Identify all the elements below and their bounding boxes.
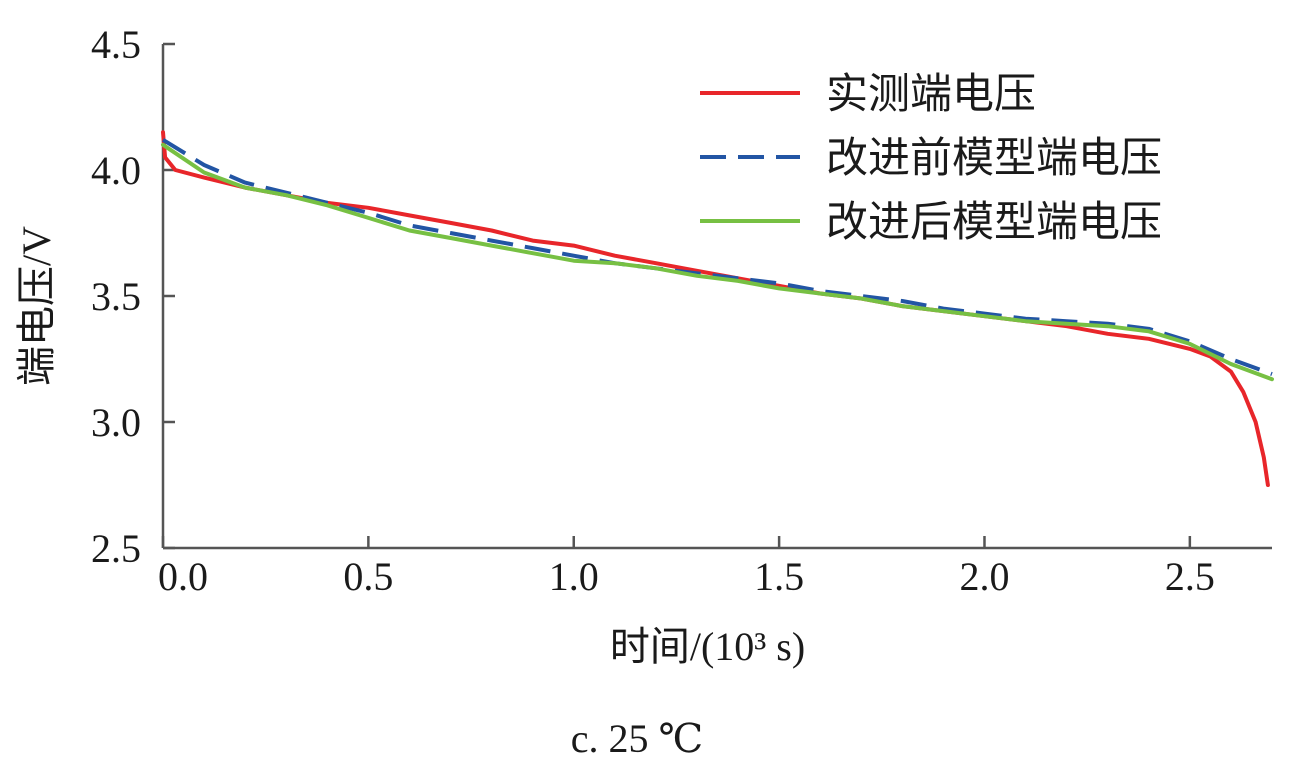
y-axis-title: 端电压/V <box>14 226 59 386</box>
x-tick-label: 0.5 <box>343 554 393 599</box>
legend-label-1: 实测端电压 <box>826 71 1036 118</box>
x-ticks: 0.0 0.5 1.0 1.5 2.0 2.5 <box>158 536 1215 599</box>
x-axis-title: 时间/(10³ s) <box>610 624 805 669</box>
y-tick-label: 3.5 <box>91 274 141 319</box>
series-line-2 <box>161 138 1273 376</box>
x-tick-label: 2.0 <box>959 554 1009 599</box>
figure-caption: c. 25 ℃ <box>571 716 704 761</box>
x-tick-label: 2.5 <box>1165 554 1215 599</box>
x-tick-label: 1.0 <box>549 554 599 599</box>
x-tick-label: 0.0 <box>158 554 208 599</box>
x-tick-label: 1.5 <box>754 554 804 599</box>
legend-label-3: 改进后模型端电压 <box>826 200 1162 246</box>
series-line-1 <box>161 130 1270 487</box>
y-tick-label: 4.0 <box>91 148 141 193</box>
y-tick-label: 3.0 <box>91 400 141 445</box>
y-tick-label: 4.5 <box>91 22 141 67</box>
y-tick-label: 2.5 <box>91 526 141 571</box>
axes <box>161 44 1272 550</box>
y-ticks: 2.5 3.0 3.5 4.0 4.5 <box>91 22 175 571</box>
series-line-3 <box>161 142 1274 382</box>
series-layer <box>161 130 1274 487</box>
legend-label-2: 改进前模型端电压 <box>826 136 1162 182</box>
